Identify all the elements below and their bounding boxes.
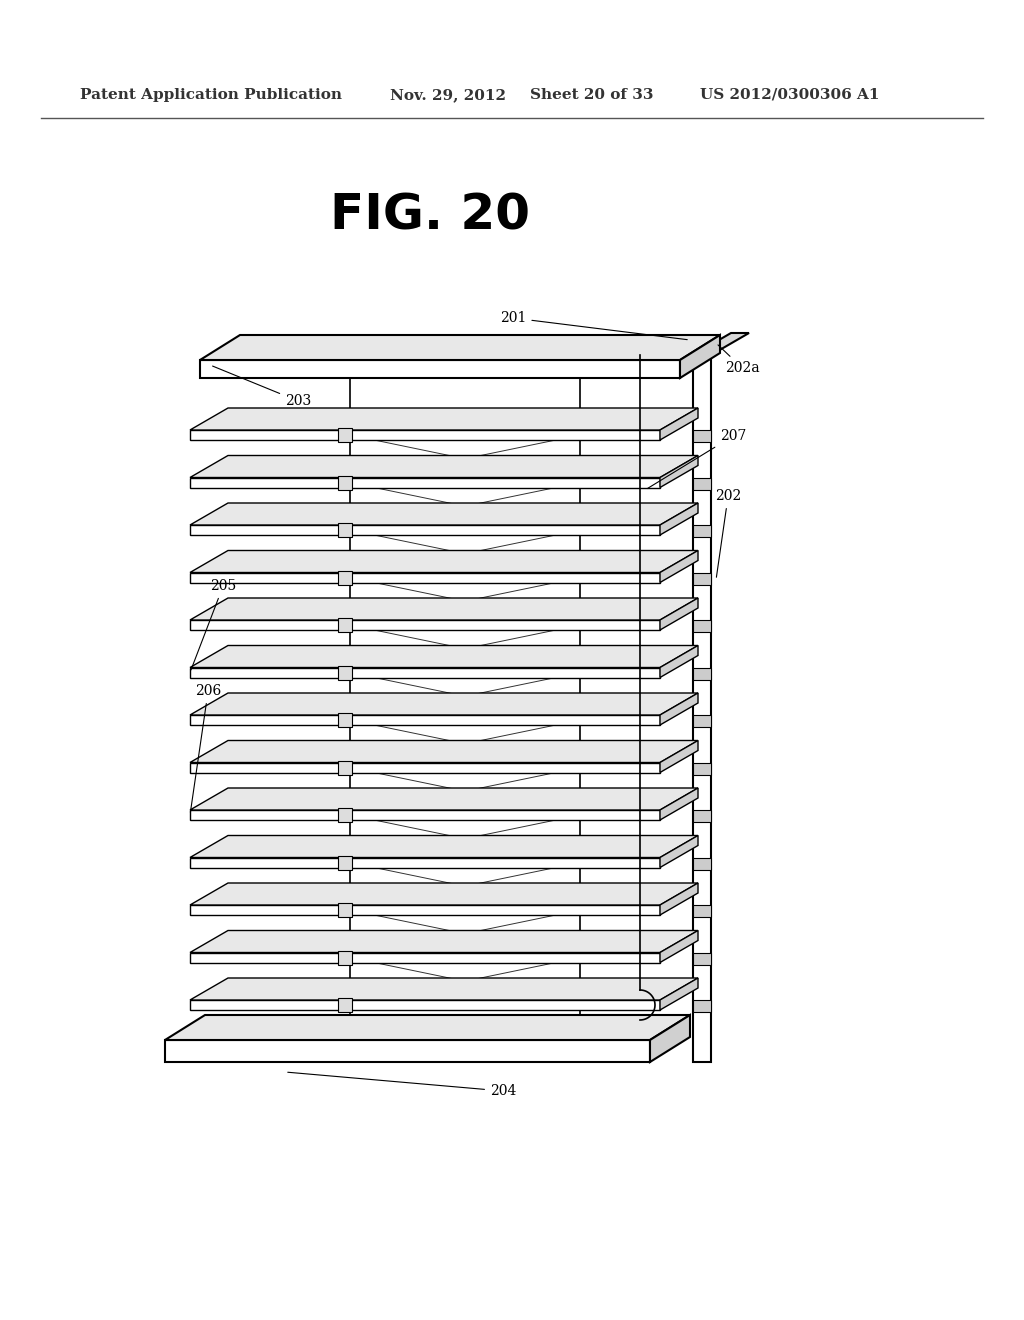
Polygon shape [165,1040,650,1063]
Polygon shape [190,525,660,535]
Text: Nov. 29, 2012: Nov. 29, 2012 [390,88,506,102]
Polygon shape [693,810,711,822]
Polygon shape [338,428,352,442]
Polygon shape [338,665,352,680]
Polygon shape [190,810,660,820]
Text: FIG. 20: FIG. 20 [330,191,530,239]
Polygon shape [660,550,698,582]
Polygon shape [190,550,698,573]
Polygon shape [650,1015,690,1063]
Polygon shape [190,620,660,630]
Polygon shape [338,998,352,1012]
Polygon shape [660,836,698,867]
Polygon shape [693,763,711,775]
Polygon shape [165,1015,690,1040]
Polygon shape [693,333,749,355]
Polygon shape [693,355,711,1063]
Polygon shape [660,788,698,820]
Polygon shape [190,883,698,906]
Polygon shape [190,1001,660,1010]
Polygon shape [693,906,711,917]
Polygon shape [660,741,698,772]
Polygon shape [693,430,711,442]
Polygon shape [693,715,711,727]
Text: 201: 201 [500,312,687,339]
Text: 202: 202 [715,488,741,577]
Polygon shape [338,950,352,965]
Text: 202a: 202a [718,345,760,375]
Polygon shape [660,455,698,487]
Polygon shape [190,978,698,1001]
Polygon shape [338,855,352,870]
Polygon shape [190,408,698,430]
Polygon shape [338,475,352,490]
Polygon shape [338,760,352,775]
Polygon shape [190,906,660,915]
Polygon shape [338,808,352,822]
Polygon shape [660,408,698,440]
Polygon shape [190,715,660,725]
Polygon shape [190,931,698,953]
Polygon shape [190,788,698,810]
Text: Sheet 20 of 33: Sheet 20 of 33 [530,88,653,102]
Polygon shape [693,478,711,490]
Text: 207: 207 [647,429,746,488]
Polygon shape [660,978,698,1010]
Polygon shape [338,523,352,537]
Polygon shape [190,836,698,858]
Polygon shape [338,903,352,917]
Polygon shape [200,360,680,378]
Polygon shape [190,455,698,478]
Text: 205: 205 [191,579,237,671]
Polygon shape [693,858,711,870]
Polygon shape [660,598,698,630]
Polygon shape [190,693,698,715]
Polygon shape [693,668,711,680]
Polygon shape [190,645,698,668]
Polygon shape [338,570,352,585]
Polygon shape [190,573,660,582]
Polygon shape [693,1001,711,1012]
Polygon shape [190,503,698,525]
Polygon shape [190,763,660,772]
Polygon shape [190,953,660,962]
Polygon shape [660,503,698,535]
Polygon shape [660,931,698,962]
Polygon shape [200,335,720,360]
Polygon shape [338,618,352,632]
Polygon shape [660,645,698,677]
Text: 203: 203 [213,366,311,408]
Text: Patent Application Publication: Patent Application Publication [80,88,342,102]
Polygon shape [693,573,711,585]
Polygon shape [190,668,660,677]
Polygon shape [660,693,698,725]
Polygon shape [680,335,720,378]
Polygon shape [338,713,352,727]
Text: 206: 206 [190,684,221,812]
Text: 204: 204 [288,1072,516,1098]
Polygon shape [190,478,660,487]
Text: US 2012/0300306 A1: US 2012/0300306 A1 [700,88,880,102]
Polygon shape [693,620,711,632]
Polygon shape [190,858,660,867]
Polygon shape [693,953,711,965]
Polygon shape [693,525,711,537]
Polygon shape [190,598,698,620]
Polygon shape [190,430,660,440]
Polygon shape [190,741,698,763]
Polygon shape [660,883,698,915]
